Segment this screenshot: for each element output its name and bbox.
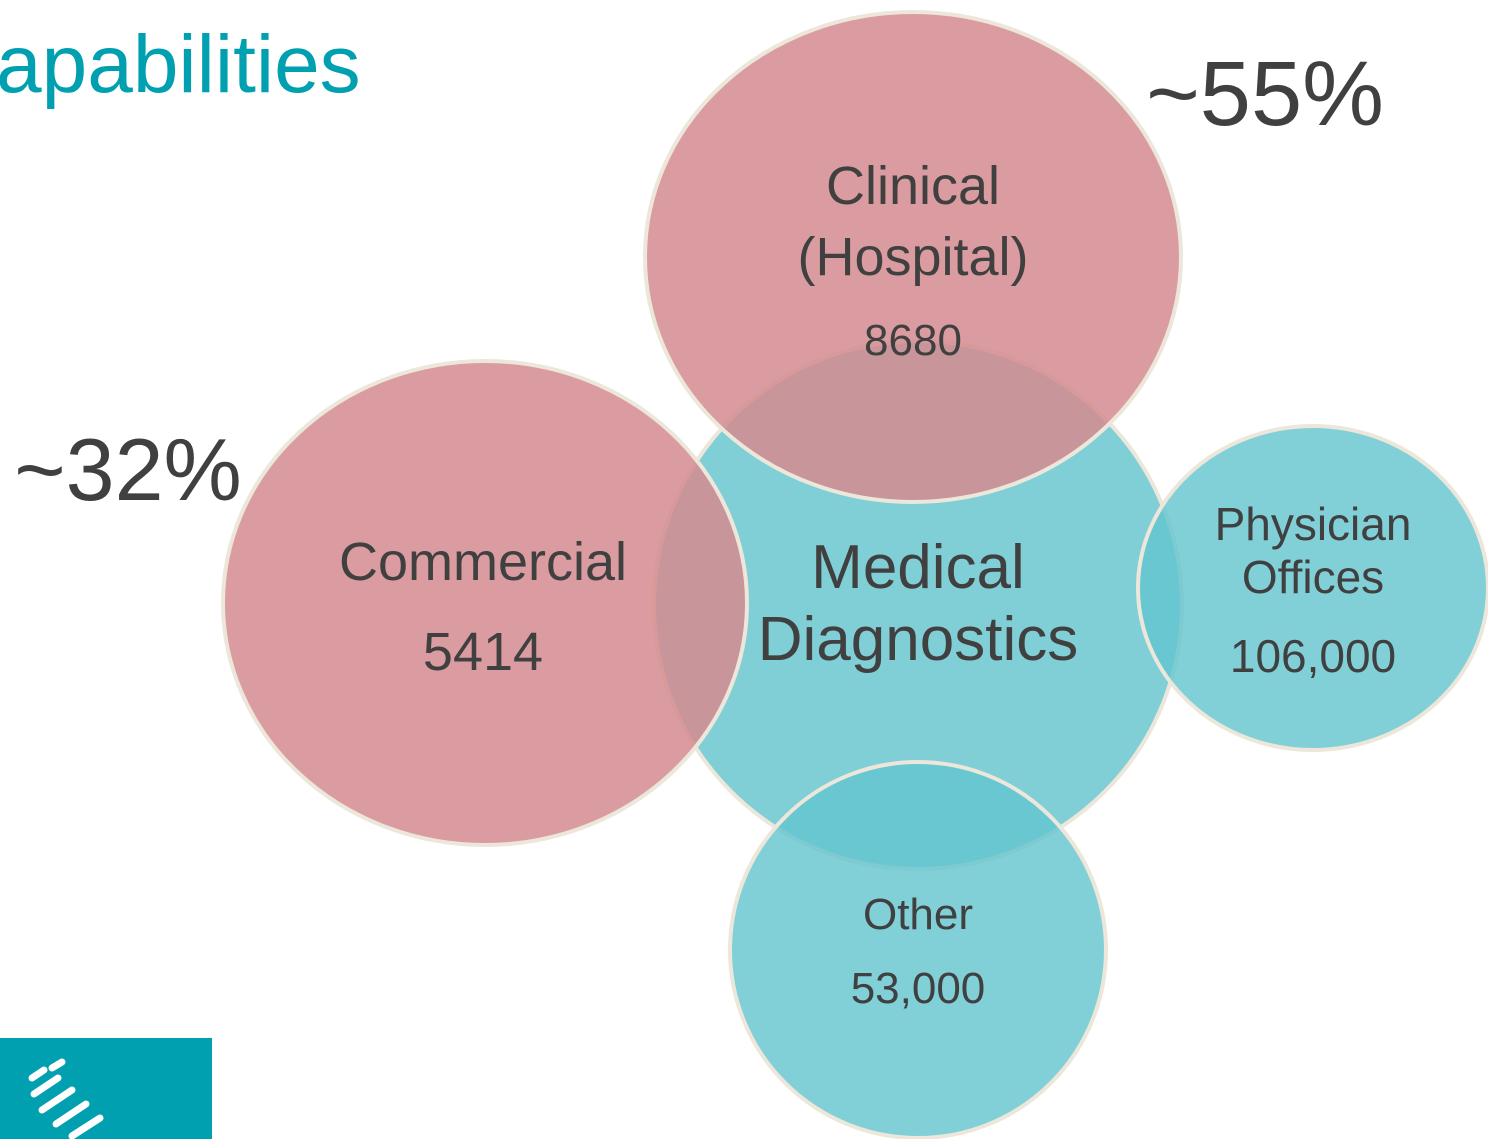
node-value: 8680 (864, 316, 962, 365)
logo (0, 1038, 212, 1139)
title: apabilities (0, 19, 361, 110)
node-label: Commercial (339, 532, 627, 592)
other-circle (728, 760, 1108, 1139)
logo-icon (28, 1058, 104, 1139)
logo-box (0, 1038, 212, 1139)
node-label: Other (863, 890, 973, 939)
node-label: Offices (1242, 551, 1384, 603)
node-label: Diagnostics (758, 605, 1078, 674)
node-value: 106,000 (1230, 630, 1396, 682)
node-value: 5414 (423, 622, 543, 682)
node-share: ~55% (1146, 43, 1384, 145)
node-label: Clinical (826, 156, 1000, 216)
node-label: (Hospital) (797, 227, 1028, 287)
node-label: Physician (1215, 498, 1412, 550)
node-share: ~32% (14, 420, 242, 519)
clinical-circle (643, 10, 1183, 504)
node-label: Medical (811, 533, 1025, 602)
commercial-circle (221, 359, 749, 847)
node-value: 53,000 (851, 964, 986, 1013)
physician-circle (1136, 424, 1488, 752)
